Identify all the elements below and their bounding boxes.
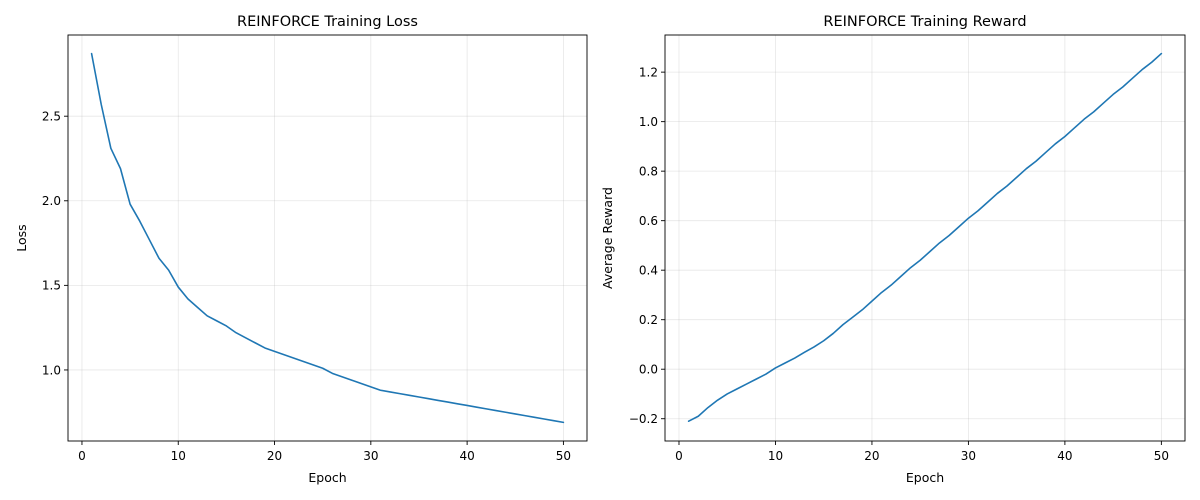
loss-x-tick-label: 30	[363, 449, 378, 463]
loss-x-tick-label: 40	[459, 449, 474, 463]
loss-y-axis-label: Loss	[14, 224, 29, 251]
loss-x-tick-label: 10	[171, 449, 186, 463]
reward-y-tick-label: 0.8	[639, 164, 658, 178]
loss-y-tick-label: 1.5	[42, 279, 61, 293]
reward-y-axis-label: Average Reward	[600, 187, 615, 289]
reward-y-tick-label: 0.4	[639, 263, 658, 277]
reward-series-line	[687, 52, 1163, 422]
loss-y-tick-label: 2.0	[42, 194, 61, 208]
reward-x-tick-label: 50	[1154, 449, 1169, 463]
reward-y-tick-label: −0.2	[629, 412, 658, 426]
reward-y-tick-label: 1.0	[639, 115, 658, 129]
loss-x-tick-label: 50	[556, 449, 571, 463]
reward-y-tick-label: 1.2	[639, 65, 658, 79]
loss-series-line	[90, 52, 565, 424]
loss-grid	[68, 35, 587, 441]
reward-y-tick-label: 0.0	[639, 363, 658, 377]
reward-x-tick-label: 20	[864, 449, 879, 463]
reward-y-tick-label: 0.2	[639, 313, 658, 327]
loss-y-tick-label: 2.5	[42, 110, 61, 124]
reward-x-tick-label: 40	[1057, 449, 1072, 463]
reward-x-axis-label: Epoch	[906, 470, 944, 485]
loss-chart-title: REINFORCE Training Loss	[237, 14, 418, 30]
reward-x-tick-label: 30	[961, 449, 976, 463]
loss-y-tick-label: 1.0	[42, 363, 61, 377]
loss-x-tick-label: 0	[78, 449, 86, 463]
loss-x-tick-label: 20	[267, 449, 282, 463]
reward-x-tick-label: 10	[768, 449, 783, 463]
loss-axes-frame	[67, 34, 588, 442]
reward-axes-frame	[664, 34, 1186, 442]
reward-x-tick-label: 0	[675, 449, 683, 463]
loss-ticks: 0 10 20 30 40 50 1.0 1.5 2.0 2.5	[42, 110, 571, 464]
reward-ticks: 0 10 20 30 40 50 −0.2 0.0 0.2 0.4 0.6 0.8 1.0 1.2	[629, 65, 1169, 463]
reward-chart-panel: 0 10 20 30 40 50 −0.2 0.0 0.2 0.4 0.6 0.8 1.0 1.2 REI…	[600, 14, 1186, 485]
loss-chart-panel: 0 10 20 30 40 50 1.0 1.5 2.0 2.5 REINFORCE Traini…	[14, 14, 588, 485]
reward-y-tick-label: 0.6	[639, 214, 658, 228]
reward-chart-title: REINFORCE Training Reward	[823, 14, 1026, 30]
loss-x-axis-label: Epoch	[308, 470, 346, 485]
reward-grid	[665, 35, 1185, 441]
